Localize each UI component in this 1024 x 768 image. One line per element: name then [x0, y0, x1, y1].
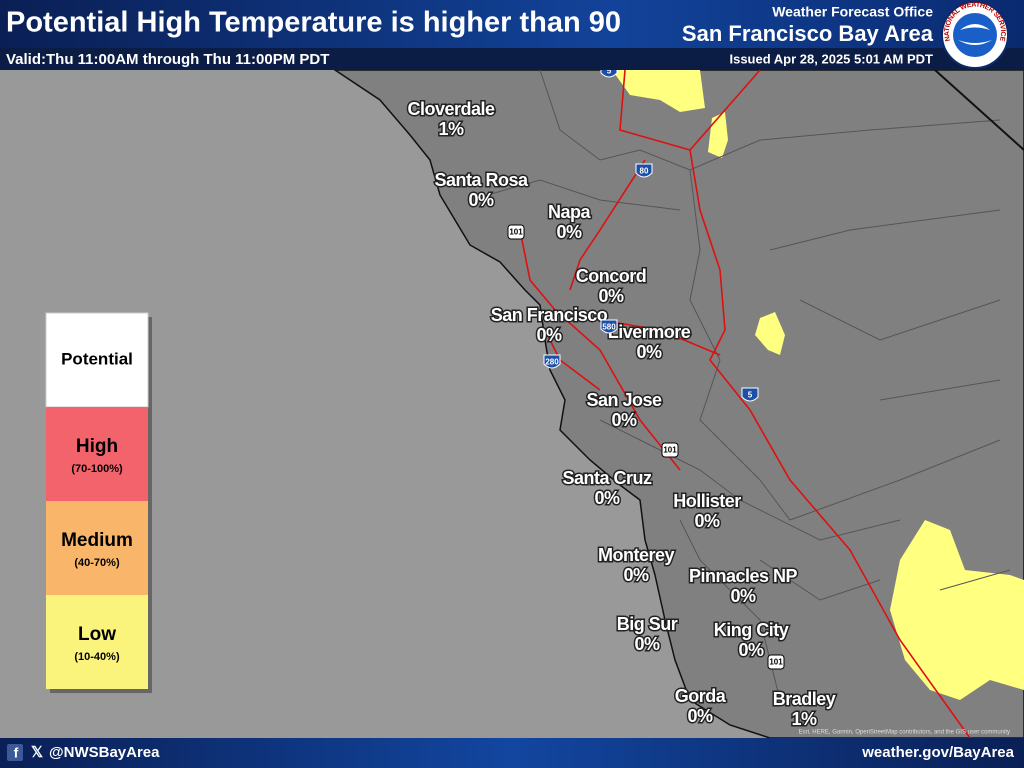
- x-icon[interactable]: 𝕏: [31, 744, 43, 761]
- place-value: 0%: [611, 410, 637, 430]
- place-value: 0%: [594, 488, 620, 508]
- highway-number: 580: [602, 323, 616, 332]
- place-value: 0%: [634, 634, 660, 654]
- us-shield: [767, 654, 785, 670]
- highway-number: 101: [509, 228, 523, 237]
- interstate-shield: [543, 354, 561, 369]
- legend: Potential High (70-100%) Medium (40-70%) Low…: [45, 312, 152, 693]
- place-value: 1%: [438, 119, 464, 139]
- legend-label: High: [76, 436, 118, 457]
- interstate-shield: [600, 319, 618, 334]
- county-lines: [469, 69, 1011, 701]
- place-name: Gorda: [675, 686, 727, 706]
- place-value: 0%: [694, 511, 720, 531]
- place-name: San Jose: [586, 390, 662, 410]
- place-name: Cloverdale: [407, 99, 495, 119]
- attribution: Esri, HERE, Garmin, OpenStreetMap contri…: [799, 730, 1010, 736]
- legend-range: (40-70%): [74, 557, 120, 569]
- low-areas: [612, 70, 1024, 700]
- place-name: Concord: [576, 266, 647, 286]
- place-value: 0%: [730, 586, 756, 606]
- place-name: Napa: [548, 202, 592, 222]
- highway-number: 5: [748, 391, 753, 400]
- place-value: 0%: [598, 286, 624, 306]
- area: San Francisco Bay Area: [682, 21, 934, 46]
- place-name: Bradley: [773, 689, 836, 709]
- footer-bar: [0, 738, 1024, 768]
- interstate-shield: [635, 163, 653, 178]
- place-name: San Francisco: [491, 305, 608, 325]
- highway-number: 101: [769, 658, 783, 667]
- highway-number: 101: [663, 446, 677, 455]
- office: Weather Forecast Office: [772, 4, 933, 20]
- nws-logo: NATIONAL WEATHER SERVICE: [941, 1, 1009, 69]
- highway-number: 280: [545, 358, 559, 367]
- place-name: King City: [714, 620, 789, 640]
- highways: [519, 69, 971, 739]
- legend-range: (10-40%): [74, 651, 120, 663]
- issued: Issued Apr 28, 2025 5:01 AM PDT: [729, 51, 933, 66]
- place-name: Santa Cruz: [562, 468, 652, 488]
- interstate-shield: [741, 387, 759, 402]
- legend-swatch: [46, 595, 148, 689]
- highway-number: 80: [640, 167, 649, 176]
- footer-url[interactable]: weather.gov/BayArea: [861, 744, 1014, 761]
- footer-handle[interactable]: @NWSBayArea: [49, 744, 160, 761]
- place-name: Pinnacles NP: [689, 566, 798, 586]
- state-line: [934, 69, 1024, 151]
- legend-label: Medium: [61, 530, 133, 551]
- header-bar: [0, 0, 1024, 48]
- valid-time: Valid:Thu 11:00AM through Thu 11:00PM PD…: [6, 51, 329, 68]
- highway-number: 5: [607, 67, 612, 76]
- place-value: 0%: [636, 342, 662, 362]
- place-name: Big Sur: [617, 614, 678, 634]
- land: [332, 69, 1024, 739]
- legend-title: Potential: [61, 349, 133, 368]
- legend-swatch: [46, 501, 148, 595]
- facebook-f: f: [14, 745, 19, 761]
- place-value: 0%: [687, 706, 713, 726]
- subheader-bar: [0, 48, 1024, 70]
- place-value: 1%: [791, 709, 817, 729]
- title: Potential High Temperature is higher tha…: [6, 7, 621, 39]
- place-name: Monterey: [598, 545, 675, 565]
- place-name: Santa Rosa: [434, 170, 529, 190]
- us-shield: [507, 224, 525, 240]
- legend-swatch: [46, 407, 148, 501]
- place-value: 0%: [468, 190, 494, 210]
- place-name: Hollister: [673, 491, 741, 511]
- us-shield: [661, 442, 679, 458]
- legend-range: (70-100%): [71, 463, 123, 475]
- place-value: 0%: [623, 565, 649, 585]
- place-name: Livermore: [608, 322, 691, 342]
- legend-label: Low: [78, 624, 116, 645]
- facebook-icon[interactable]: [7, 744, 23, 761]
- place-value: 0%: [556, 222, 582, 242]
- place-value: 0%: [738, 640, 764, 660]
- place-value: 0%: [536, 325, 562, 345]
